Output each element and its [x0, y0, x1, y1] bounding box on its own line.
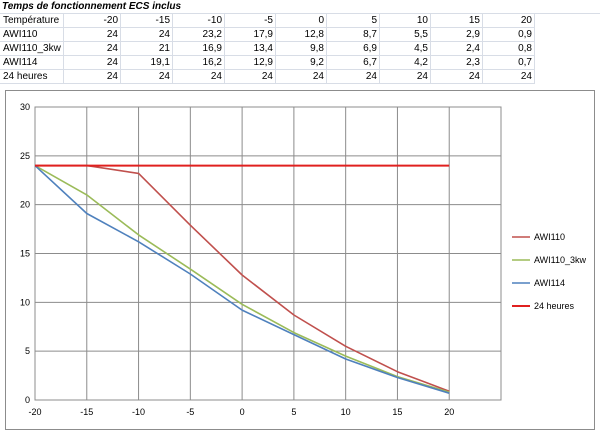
series-line-awi110-3kw [34, 164, 450, 393]
value-cell[interactable]: 0,9 [483, 28, 535, 42]
x-tick-label: 20 [444, 407, 454, 417]
value-cell[interactable]: 6,9 [327, 42, 380, 56]
value-cell[interactable]: 8,7 [327, 28, 380, 42]
value-cell[interactable]: 24 [431, 70, 483, 84]
x-tick-label: -20 [28, 407, 41, 417]
value-cell[interactable]: 24 [327, 70, 380, 84]
value-cell[interactable]: 24 [64, 56, 121, 70]
x-tick-label: -10 [132, 407, 145, 417]
value-cell[interactable]: 23,2 [173, 28, 225, 42]
x-tick-label: 5 [291, 407, 296, 417]
chart-area[interactable]: 0 5 10 15 20 25 30 -20 -15 -10 -5 0 5 10 15 20 AWI110 AWI… [5, 90, 595, 430]
y-tick-label: 25 [20, 151, 30, 161]
value-cell[interactable]: 0,8 [483, 42, 535, 56]
value-cell[interactable]: 24 [121, 28, 173, 42]
value-cell[interactable]: 16,2 [173, 56, 225, 70]
value-cell[interactable]: 24 [225, 70, 276, 84]
y-tick-label: 5 [25, 346, 30, 356]
table-row: AWI114 24 19,1 16,2 12,9 9,2 6,7 4,2 2,3 0,7 [0, 56, 600, 70]
legend-label: 24 heures [534, 301, 575, 311]
value-cell[interactable]: 2,4 [431, 42, 483, 56]
value-cell[interactable]: 16,9 [173, 42, 225, 56]
value-cell[interactable]: 24 [173, 70, 225, 84]
value-cell[interactable]: 24 [483, 70, 535, 84]
value-cell[interactable]: 0,7 [483, 56, 535, 70]
x-tick-label: 15 [392, 407, 402, 417]
header-row: Température -20 -15 -10 -5 0 5 10 15 20 [0, 14, 600, 28]
header-temp-cell[interactable]: 10 [380, 14, 431, 28]
header-temp-cell[interactable]: -10 [173, 14, 225, 28]
value-cell[interactable]: 19,1 [121, 56, 173, 70]
y-tick-label: 20 [20, 200, 30, 210]
legend-label: AWI110 [534, 232, 565, 242]
value-cell[interactable]: 4,2 [380, 56, 431, 70]
header-temp-cell[interactable]: -15 [121, 14, 173, 28]
series-line-awi114 [34, 165, 450, 394]
table-row: 24 heures 24 24 24 24 24 24 24 24 24 [0, 70, 600, 84]
row-label-cell[interactable]: AWI110_3kw [0, 42, 64, 56]
x-tick-label: -5 [186, 407, 194, 417]
header-label-cell[interactable]: Température [0, 14, 64, 28]
series-line-awi110 [35, 164, 450, 392]
x-tick-label: 0 [240, 407, 245, 417]
value-cell[interactable]: 24 [64, 42, 121, 56]
header-temp-cell[interactable]: -5 [225, 14, 276, 28]
value-cell[interactable]: 6,7 [327, 56, 380, 70]
value-cell[interactable]: 2,9 [431, 28, 483, 42]
value-cell[interactable]: 2,3 [431, 56, 483, 70]
row-label-cell[interactable]: 24 heures [0, 70, 64, 84]
value-cell[interactable]: 21 [121, 42, 173, 56]
value-cell[interactable]: 24 [276, 70, 327, 84]
value-cell[interactable]: 13,4 [225, 42, 276, 56]
value-cell[interactable]: 12,8 [276, 28, 327, 42]
x-tick-label: -15 [80, 407, 93, 417]
value-cell[interactable]: 5,5 [380, 28, 431, 42]
sheet-title[interactable]: Temps de fonctionnement ECS inclus [0, 0, 600, 14]
value-cell[interactable]: 17,9 [225, 28, 276, 42]
header-temp-cell[interactable]: 20 [483, 14, 535, 28]
legend-label: AWI114 [534, 278, 565, 288]
row-label-cell[interactable]: AWI114 [0, 56, 64, 70]
value-cell[interactable]: 24 [64, 28, 121, 42]
y-tick-label: 0 [25, 395, 30, 405]
value-cell[interactable]: 24 [121, 70, 173, 84]
title-row: Temps de fonctionnement ECS inclus [0, 0, 600, 14]
header-temp-cell[interactable]: 5 [327, 14, 380, 28]
y-tick-label: 30 [20, 102, 30, 112]
table-row: AWI110_3kw 24 21 16,9 13,4 9,8 6,9 4,5 2,4 0,8 [0, 42, 600, 56]
plot-border [34, 106, 502, 401]
value-cell[interactable]: 24 [64, 70, 121, 84]
table-row: AWI110 24 24 23,2 17,9 12,8 8,7 5,5 2,9 0,9 [0, 28, 600, 42]
value-cell[interactable]: 24 [380, 70, 431, 84]
value-cell[interactable]: 9,8 [276, 42, 327, 56]
header-temp-cell[interactable]: -20 [64, 14, 121, 28]
header-temp-cell[interactable]: 15 [431, 14, 483, 28]
header-temp-cell[interactable]: 0 [276, 14, 327, 28]
y-tick-label: 15 [20, 249, 30, 259]
value-cell[interactable]: 12,9 [225, 56, 276, 70]
value-cell[interactable]: 4,5 [380, 42, 431, 56]
y-tick-label: 10 [20, 297, 30, 307]
value-cell[interactable]: 9,2 [276, 56, 327, 70]
x-tick-label: 10 [341, 407, 351, 417]
row-label-cell[interactable]: AWI110 [0, 28, 64, 42]
line-chart: 0 5 10 15 20 25 30 -20 -15 -10 -5 0 5 10 15 20 AWI110 AWI… [20, 102, 587, 417]
legend-label: AWI110_3kw [534, 255, 587, 265]
